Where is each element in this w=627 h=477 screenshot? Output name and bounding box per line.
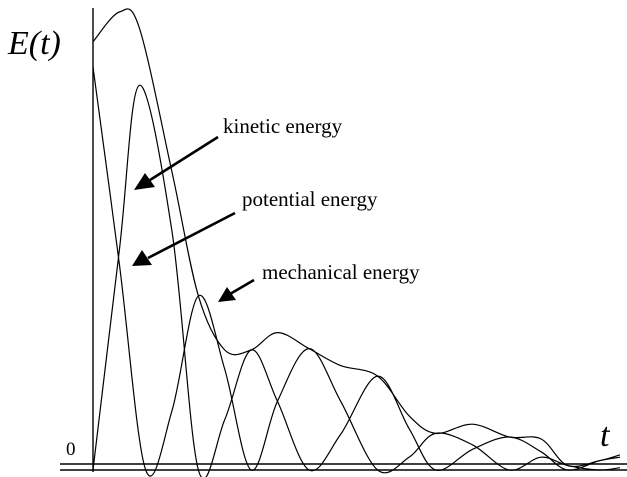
arrowhead-mechanical-energy bbox=[218, 287, 236, 302]
energy-curves bbox=[92, 8, 621, 477]
annotation-mechanical-energy: mechanical energy bbox=[262, 260, 420, 284]
arrow-mechanical-energy bbox=[229, 278, 255, 296]
arrowhead-kinetic-energy bbox=[134, 173, 155, 190]
x-axis-label: t bbox=[600, 417, 611, 454]
arrow-potential-energy bbox=[147, 211, 236, 260]
arrowhead-potential-energy bbox=[132, 250, 152, 266]
potential-energy-curve bbox=[92, 66, 621, 477]
y-tick-label-zero: 0 bbox=[66, 439, 76, 460]
y-axis-label: E(t) bbox=[7, 25, 61, 62]
arrow-kinetic-energy bbox=[149, 135, 219, 182]
kinetic-energy-curve bbox=[92, 84, 621, 477]
annotation-potential-energy: potential energy bbox=[242, 187, 378, 211]
mechanical-energy-curve bbox=[92, 8, 621, 468]
annotation-kinetic-energy: kinetic energy bbox=[223, 114, 343, 138]
